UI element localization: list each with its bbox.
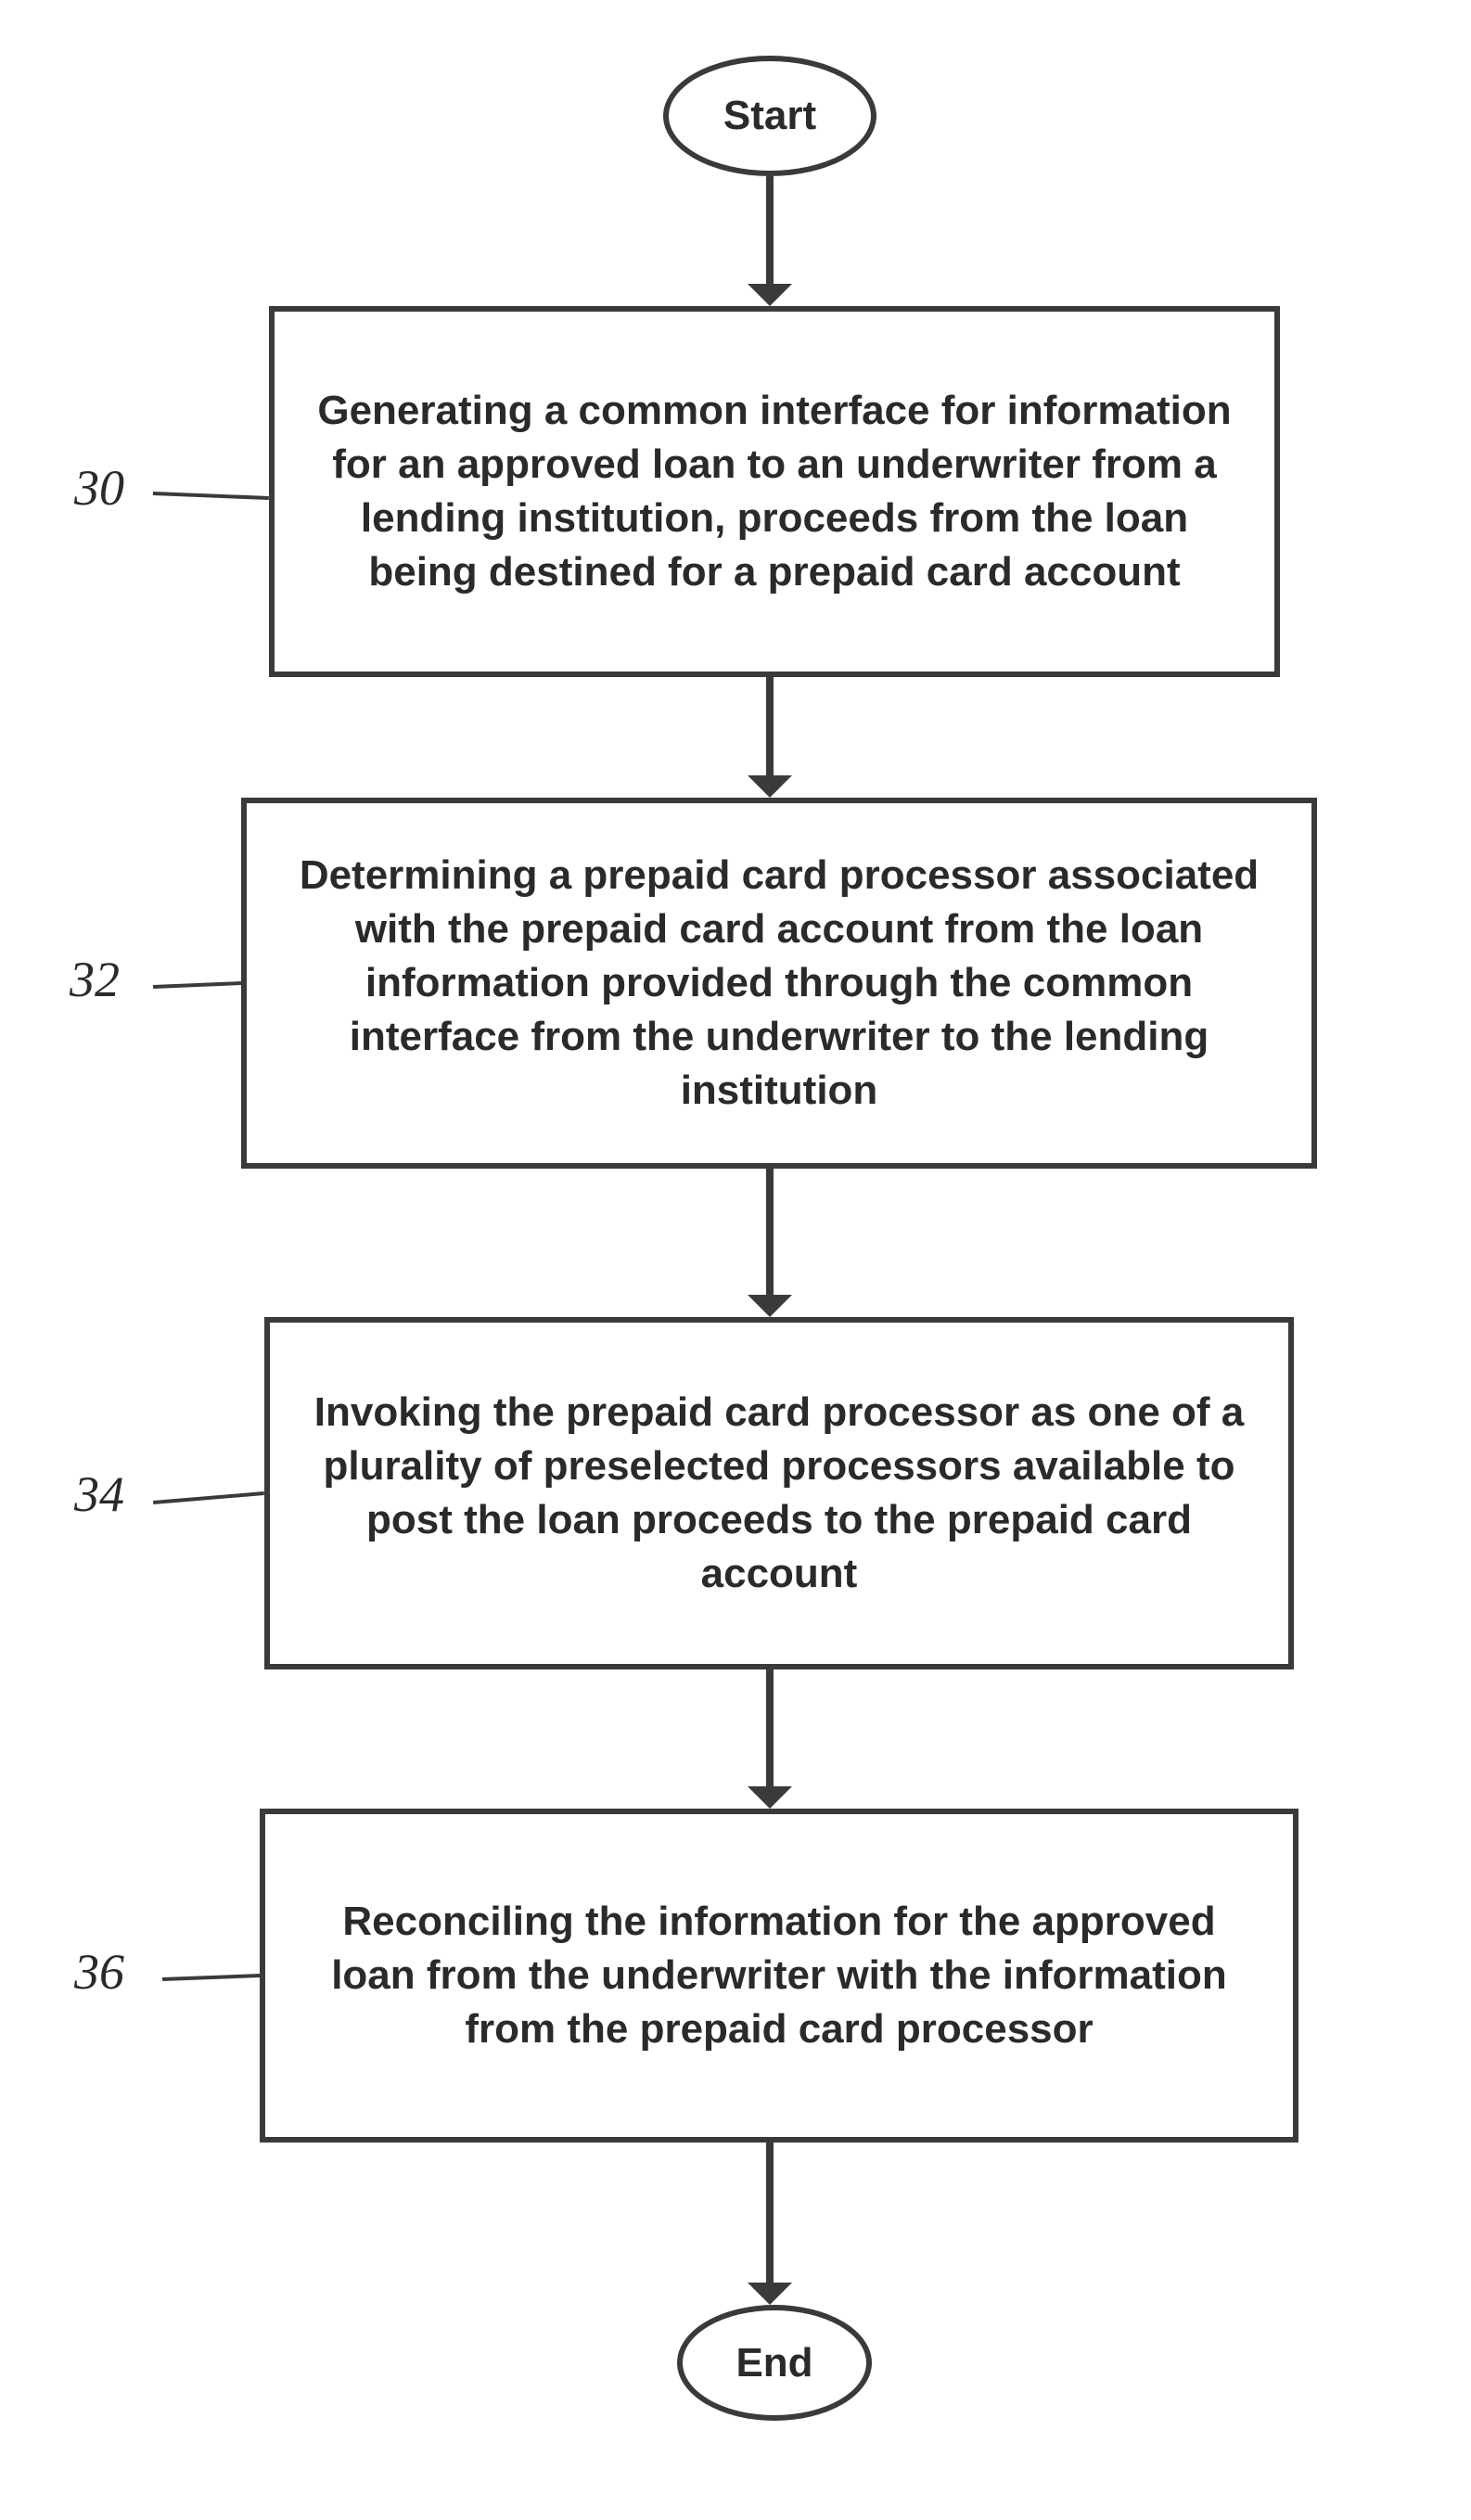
arrow-head-step30-step32 — [748, 775, 792, 798]
step30-text: Generating a common interface for inform… — [312, 384, 1237, 599]
step32-ref: 32 — [70, 951, 120, 1008]
flowchart-container: Start Generating a common interface for i… — [0, 0, 1471, 2520]
start-terminal: Start — [663, 56, 876, 176]
step30-box: Generating a common interface for inform… — [269, 306, 1280, 677]
step34-text: Invoking the prepaid card processor as o… — [307, 1386, 1251, 1601]
step30-ref: 30 — [74, 459, 124, 517]
step32-text: Determining a prepaid card processor ass… — [284, 849, 1274, 1118]
arrow-step34-step36 — [766, 1669, 774, 1786]
step32-leader — [153, 981, 241, 989]
arrow-head-step36-end — [748, 2283, 792, 2305]
start-label: Start — [723, 93, 816, 139]
arrow-step36-end — [766, 2143, 774, 2283]
step36-leader — [162, 1974, 260, 1981]
arrow-step32-step34 — [766, 1169, 774, 1295]
step34-ref: 34 — [74, 1465, 124, 1523]
step34-box: Invoking the prepaid card processor as o… — [264, 1317, 1294, 1669]
arrow-head-start-step30 — [748, 284, 792, 306]
step36-box: Reconciling the information for the appr… — [260, 1809, 1298, 2143]
arrow-head-step34-step36 — [748, 1786, 792, 1809]
step30-leader — [153, 492, 269, 500]
step32-box: Determining a prepaid card processor ass… — [241, 798, 1317, 1169]
arrow-start-step30 — [766, 176, 774, 284]
end-label: End — [736, 2340, 812, 2386]
step36-ref: 36 — [74, 1943, 124, 2001]
arrow-head-step32-step34 — [748, 1295, 792, 1317]
end-terminal: End — [677, 2305, 872, 2421]
arrow-step30-step32 — [766, 677, 774, 775]
step36-text: Reconciling the information for the appr… — [302, 1895, 1256, 2056]
step34-leader — [153, 1491, 264, 1504]
